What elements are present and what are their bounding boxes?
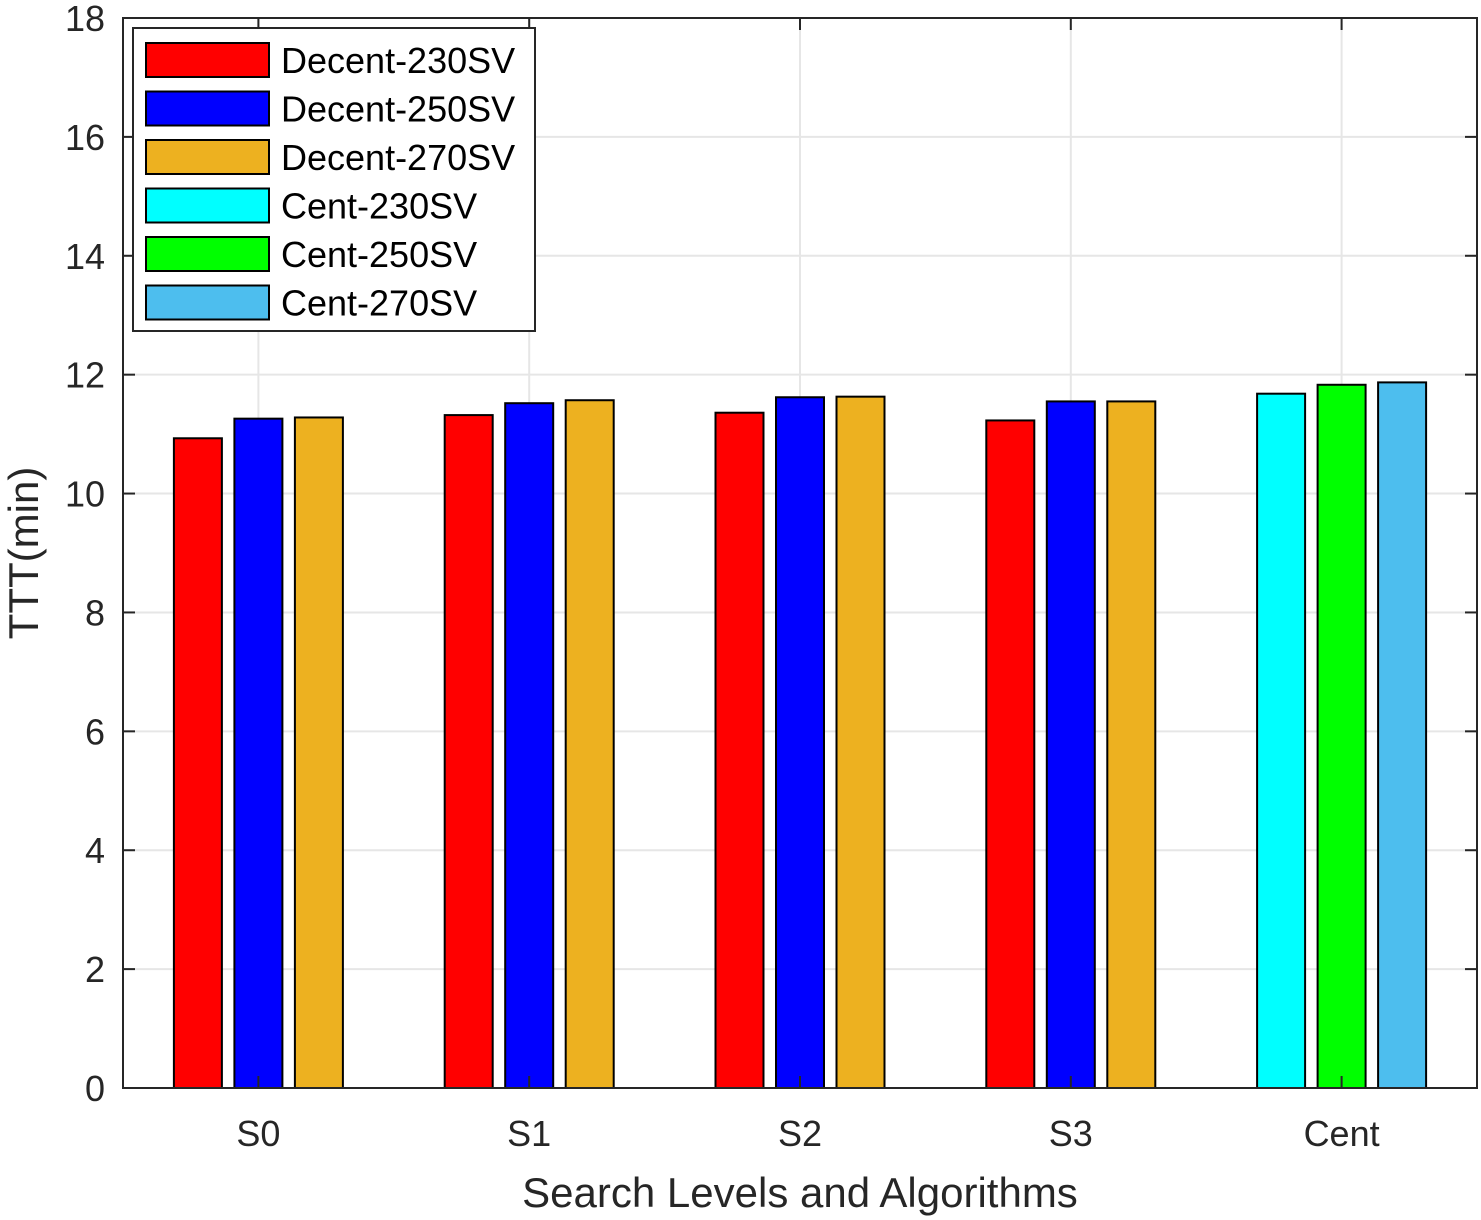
legend: Decent-230SV Decent-250SV Decent-270SV Cent… <box>132 27 536 332</box>
x-tick-label: S2 <box>778 1113 822 1154</box>
legend-label-cent-250sv: Cent-250SV <box>281 234 477 275</box>
bar-decent-250sv-s2 <box>775 396 825 1089</box>
x-tick-label: Cent <box>1304 1113 1380 1154</box>
y-tick-label: 4 <box>85 830 105 871</box>
bar-decent-250sv-s0 <box>233 417 284 1089</box>
bar-cent-230sv-cent <box>1256 392 1307 1089</box>
bar-cent-250sv-cent <box>1316 383 1367 1089</box>
legend-label-cent-270sv: Cent-270SV <box>281 283 477 324</box>
bar-cent-270sv-cent <box>1377 381 1428 1089</box>
bar-decent-270sv-s0 <box>293 416 344 1089</box>
legend-swatch-decent-270sv <box>145 139 270 175</box>
y-tick-label: 10 <box>65 474 105 515</box>
bar-decent-230sv-s3 <box>985 419 1036 1089</box>
bar-decent-270sv-s2 <box>835 395 886 1089</box>
legend-swatch-decent-250sv <box>145 90 270 127</box>
bar-decent-270sv-s1 <box>564 399 615 1089</box>
y-tick-label: 14 <box>65 236 105 277</box>
y-tick-label: 12 <box>65 355 105 396</box>
bar-decent-270sv-s3 <box>1106 400 1157 1089</box>
bar-decent-230sv-s2 <box>714 411 765 1089</box>
bar-decent-250sv-s3 <box>1045 400 1096 1089</box>
legend-label-decent-270sv: Decent-270SV <box>281 137 515 178</box>
legend-swatch-decent-230sv <box>145 42 270 78</box>
legend-swatch-cent-230sv <box>145 187 270 224</box>
y-tick-label: 16 <box>65 117 105 158</box>
bars <box>172 381 1428 1090</box>
axes: 0 2 4 6 8 10 12 14 16 18 S0 S1 S2 S3 Cent <box>65 0 1478 1154</box>
legend-box <box>132 27 536 332</box>
y-tick-label: 18 <box>65 0 105 39</box>
x-tick-label: S3 <box>1049 1113 1093 1154</box>
legend-label-decent-230sv: Decent-230SV <box>281 40 515 81</box>
legend-swatch-cent-270sv <box>145 284 270 321</box>
y-tick-label: 8 <box>85 592 105 633</box>
legend-label-decent-250sv: Decent-250SV <box>281 89 515 130</box>
x-axis-title: Search Levels and Algorithms <box>522 1169 1078 1216</box>
bar-decent-230sv-s0 <box>172 437 223 1089</box>
y-tick-label: 2 <box>85 949 105 990</box>
bar-decent-230sv-s1 <box>443 414 494 1090</box>
legend-swatch-cent-250sv <box>145 236 270 272</box>
legend-label-cent-230sv: Cent-230SV <box>281 186 477 227</box>
x-tick-label: S0 <box>236 1113 280 1154</box>
x-tick-label: S1 <box>507 1113 551 1154</box>
y-axis-title: TTT(min) <box>0 467 47 640</box>
bar-decent-250sv-s1 <box>504 402 555 1089</box>
y-tick-label: 0 <box>85 1068 105 1109</box>
y-tick-label: 6 <box>85 711 105 752</box>
